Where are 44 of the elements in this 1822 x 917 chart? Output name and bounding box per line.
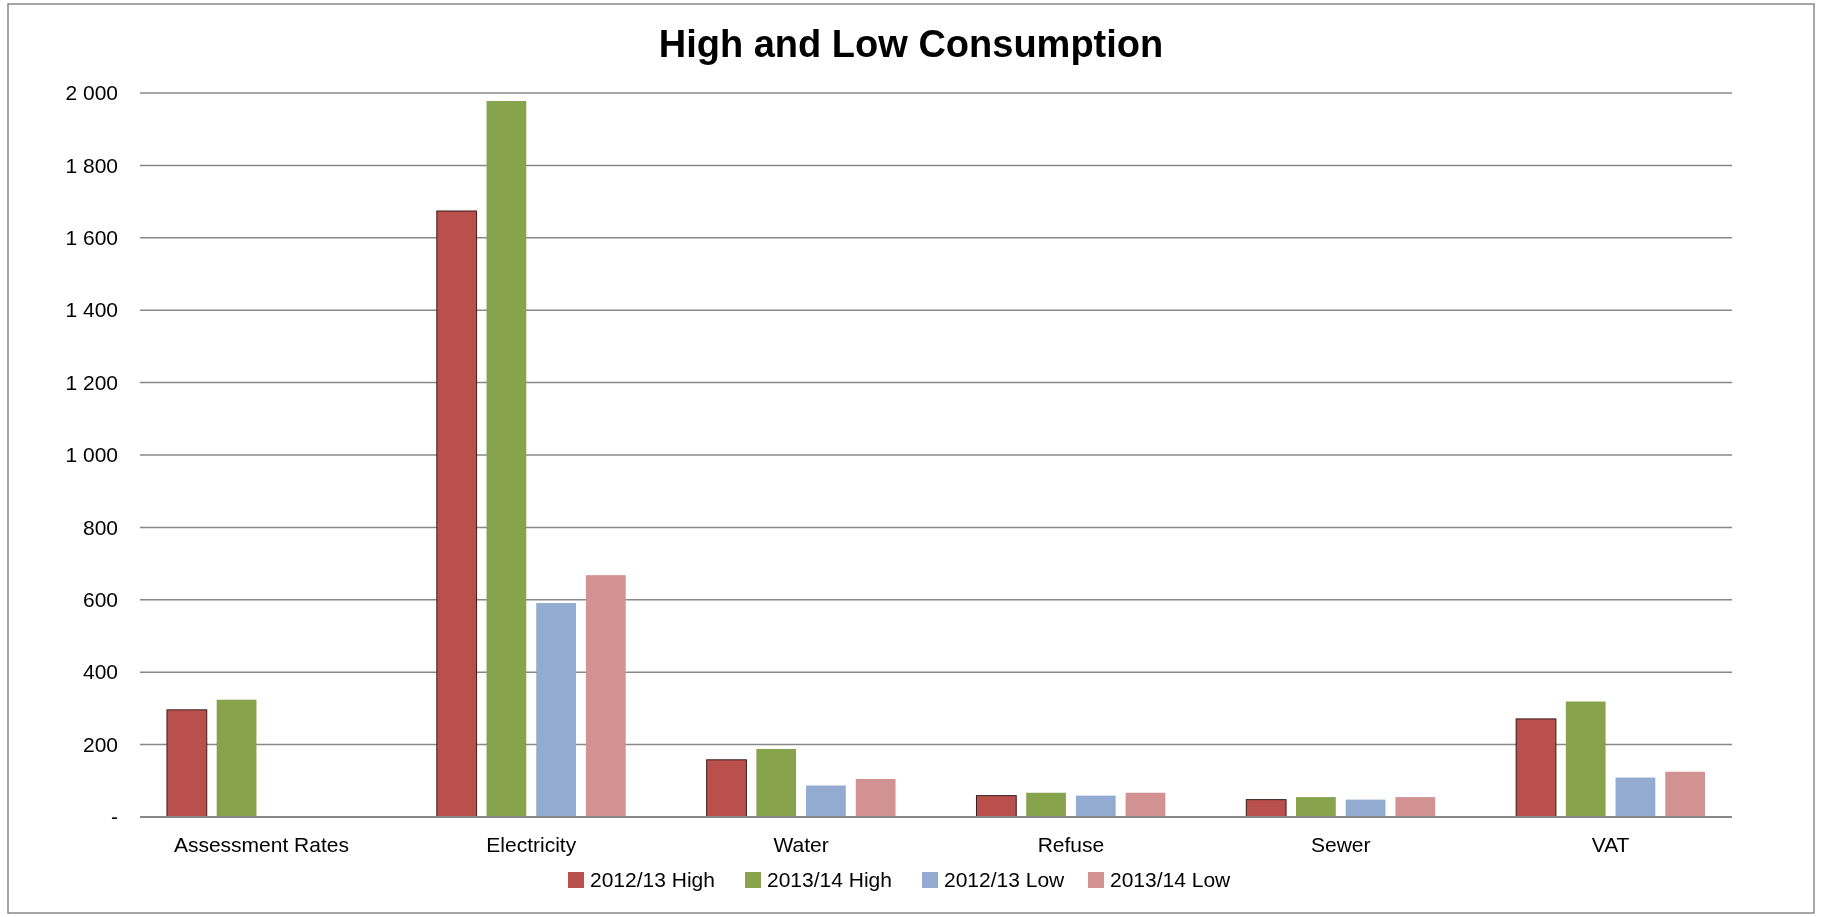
legend-label: 2013/14 High bbox=[767, 868, 892, 891]
legend-label: 2013/14 Low bbox=[1110, 868, 1232, 891]
bar bbox=[436, 210, 478, 818]
y-tick-label: - bbox=[111, 805, 118, 829]
x-tick-label: VAT bbox=[1591, 832, 1630, 856]
bar bbox=[585, 575, 626, 817]
bar bbox=[1565, 701, 1606, 817]
y-tick-label: 1 600 bbox=[65, 226, 118, 250]
chart-title: High and Low Consumption bbox=[658, 23, 1164, 65]
bar bbox=[216, 699, 257, 817]
bar bbox=[706, 759, 747, 818]
y-tick-label: 800 bbox=[82, 515, 118, 539]
y-tick-label: 2 000 bbox=[65, 81, 118, 105]
bar bbox=[1345, 799, 1386, 817]
bar bbox=[1245, 799, 1287, 818]
bar bbox=[1665, 771, 1706, 817]
bar bbox=[166, 709, 208, 818]
x-tick-label: Sewer bbox=[1310, 832, 1371, 856]
y-tick-label: 400 bbox=[82, 660, 118, 684]
y-tick-label: 1 200 bbox=[65, 370, 118, 394]
legend-label: 2012/13 High bbox=[590, 868, 715, 891]
x-tick-label: Assessment Rates bbox=[173, 832, 349, 856]
bar bbox=[1395, 797, 1436, 817]
x-tick-label: Refuse bbox=[1037, 832, 1105, 856]
y-tick-label: 1 000 bbox=[65, 443, 118, 467]
bar bbox=[1615, 777, 1656, 817]
y-tick-label: 1 800 bbox=[65, 153, 118, 177]
bar bbox=[1075, 795, 1116, 817]
bar bbox=[975, 795, 1017, 818]
bar bbox=[855, 778, 896, 817]
bar bbox=[1515, 718, 1557, 818]
bar bbox=[486, 100, 527, 817]
y-tick-label: 600 bbox=[82, 588, 118, 612]
x-tick-label: Water bbox=[773, 832, 829, 856]
x-tick-label: Electricity bbox=[486, 832, 577, 856]
bar bbox=[1296, 797, 1336, 817]
legend-label: 2012/13 Low bbox=[944, 868, 1066, 891]
bar bbox=[806, 785, 846, 817]
bar bbox=[756, 748, 797, 817]
bar bbox=[536, 603, 576, 817]
bar bbox=[1026, 792, 1066, 817]
bar bbox=[1125, 792, 1166, 817]
y-tick-label: 200 bbox=[82, 732, 118, 756]
y-tick-label: 1 400 bbox=[65, 298, 118, 322]
